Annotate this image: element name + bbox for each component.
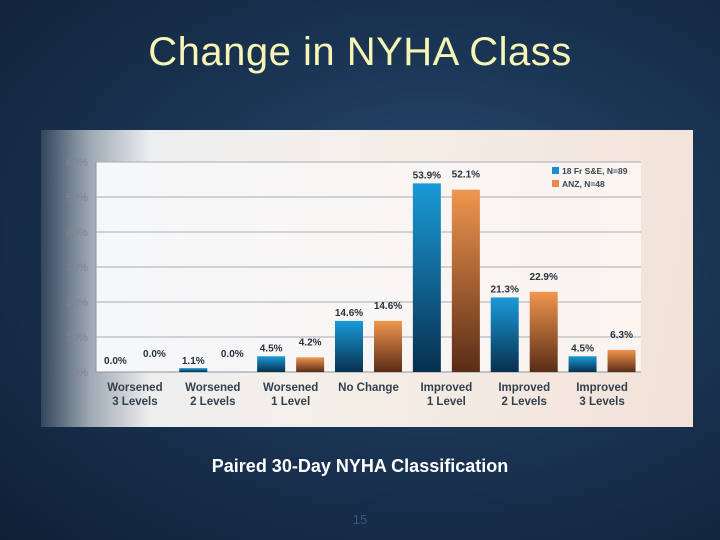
bar-series2	[374, 320, 402, 372]
legend-label: ANZ, N=48	[562, 179, 605, 189]
data-label: 14.6%	[335, 308, 363, 319]
data-label: 4.2%	[299, 337, 322, 348]
data-label: 1.1%	[182, 356, 205, 367]
x-category-label: Worsened	[107, 382, 162, 394]
data-label: 4.5%	[571, 343, 594, 354]
bar-series2	[529, 291, 558, 372]
bar-series1	[179, 368, 208, 372]
data-label: 0.0%	[104, 356, 127, 367]
legend-swatch	[552, 167, 559, 174]
data-label: 4.5%	[260, 343, 283, 354]
bar-series2	[451, 189, 480, 372]
data-label: 21.3%	[491, 284, 519, 295]
legend-label: 18 Fr S&E, N=89	[562, 166, 628, 176]
data-label: 14.6%	[374, 301, 402, 312]
x-category-label: 2 Levels	[502, 396, 547, 408]
bar-series1	[568, 356, 597, 372]
x-category-label: No Change	[338, 382, 399, 394]
chart-caption: Paired 30-Day NYHA Classification	[211, 456, 509, 476]
data-label: 52.1%	[452, 170, 480, 181]
x-category-label: 1 Level	[427, 396, 466, 408]
y-tick-label: 20%	[66, 297, 88, 309]
y-tick-label: 60%	[66, 157, 88, 169]
x-category-label: Improved	[576, 382, 628, 394]
data-label: 6.3%	[610, 330, 633, 341]
bar-series1	[412, 183, 441, 372]
y-tick-label: 30%	[66, 262, 88, 274]
x-category-label: Improved	[498, 382, 550, 394]
y-tick-label: 0%	[72, 367, 88, 379]
x-category-label: 3 Levels	[112, 396, 157, 408]
data-label: 0.0%	[221, 349, 244, 360]
legend-swatch	[552, 180, 559, 187]
data-label: 53.9%	[413, 170, 441, 181]
y-tick-label: 10%	[66, 332, 88, 344]
data-label: 0.0%	[143, 349, 166, 360]
chart-panel: 0% 10% 20% 30% 40% 50% 60% 0.0% 1.1% 4.5% 14.6% 53…	[41, 130, 693, 427]
y-tick-label: 50%	[66, 192, 88, 204]
page-number: 15	[352, 512, 368, 527]
bar-series2	[607, 349, 636, 372]
x-category-label: Improved	[420, 382, 472, 394]
bar-series1	[335, 320, 363, 372]
bar-series1	[257, 356, 286, 372]
slide-title: Change in NYHA Class	[148, 30, 572, 74]
nyha-bar-chart: 0% 10% 20% 30% 40% 50% 60% 0.0% 1.1% 4.5% 14.6% 53…	[66, 157, 641, 408]
bar-series2	[296, 357, 325, 372]
y-tick-label: 40%	[66, 227, 88, 239]
x-category-label: 2 Levels	[190, 396, 235, 408]
x-category-label: 3 Levels	[579, 396, 624, 408]
data-label: 22.9%	[530, 272, 558, 283]
x-category-label: Worsened	[263, 382, 318, 394]
x-category-label: 1 Level	[271, 396, 310, 408]
x-category-label: Worsened	[185, 382, 240, 394]
bar-series1	[490, 297, 519, 372]
